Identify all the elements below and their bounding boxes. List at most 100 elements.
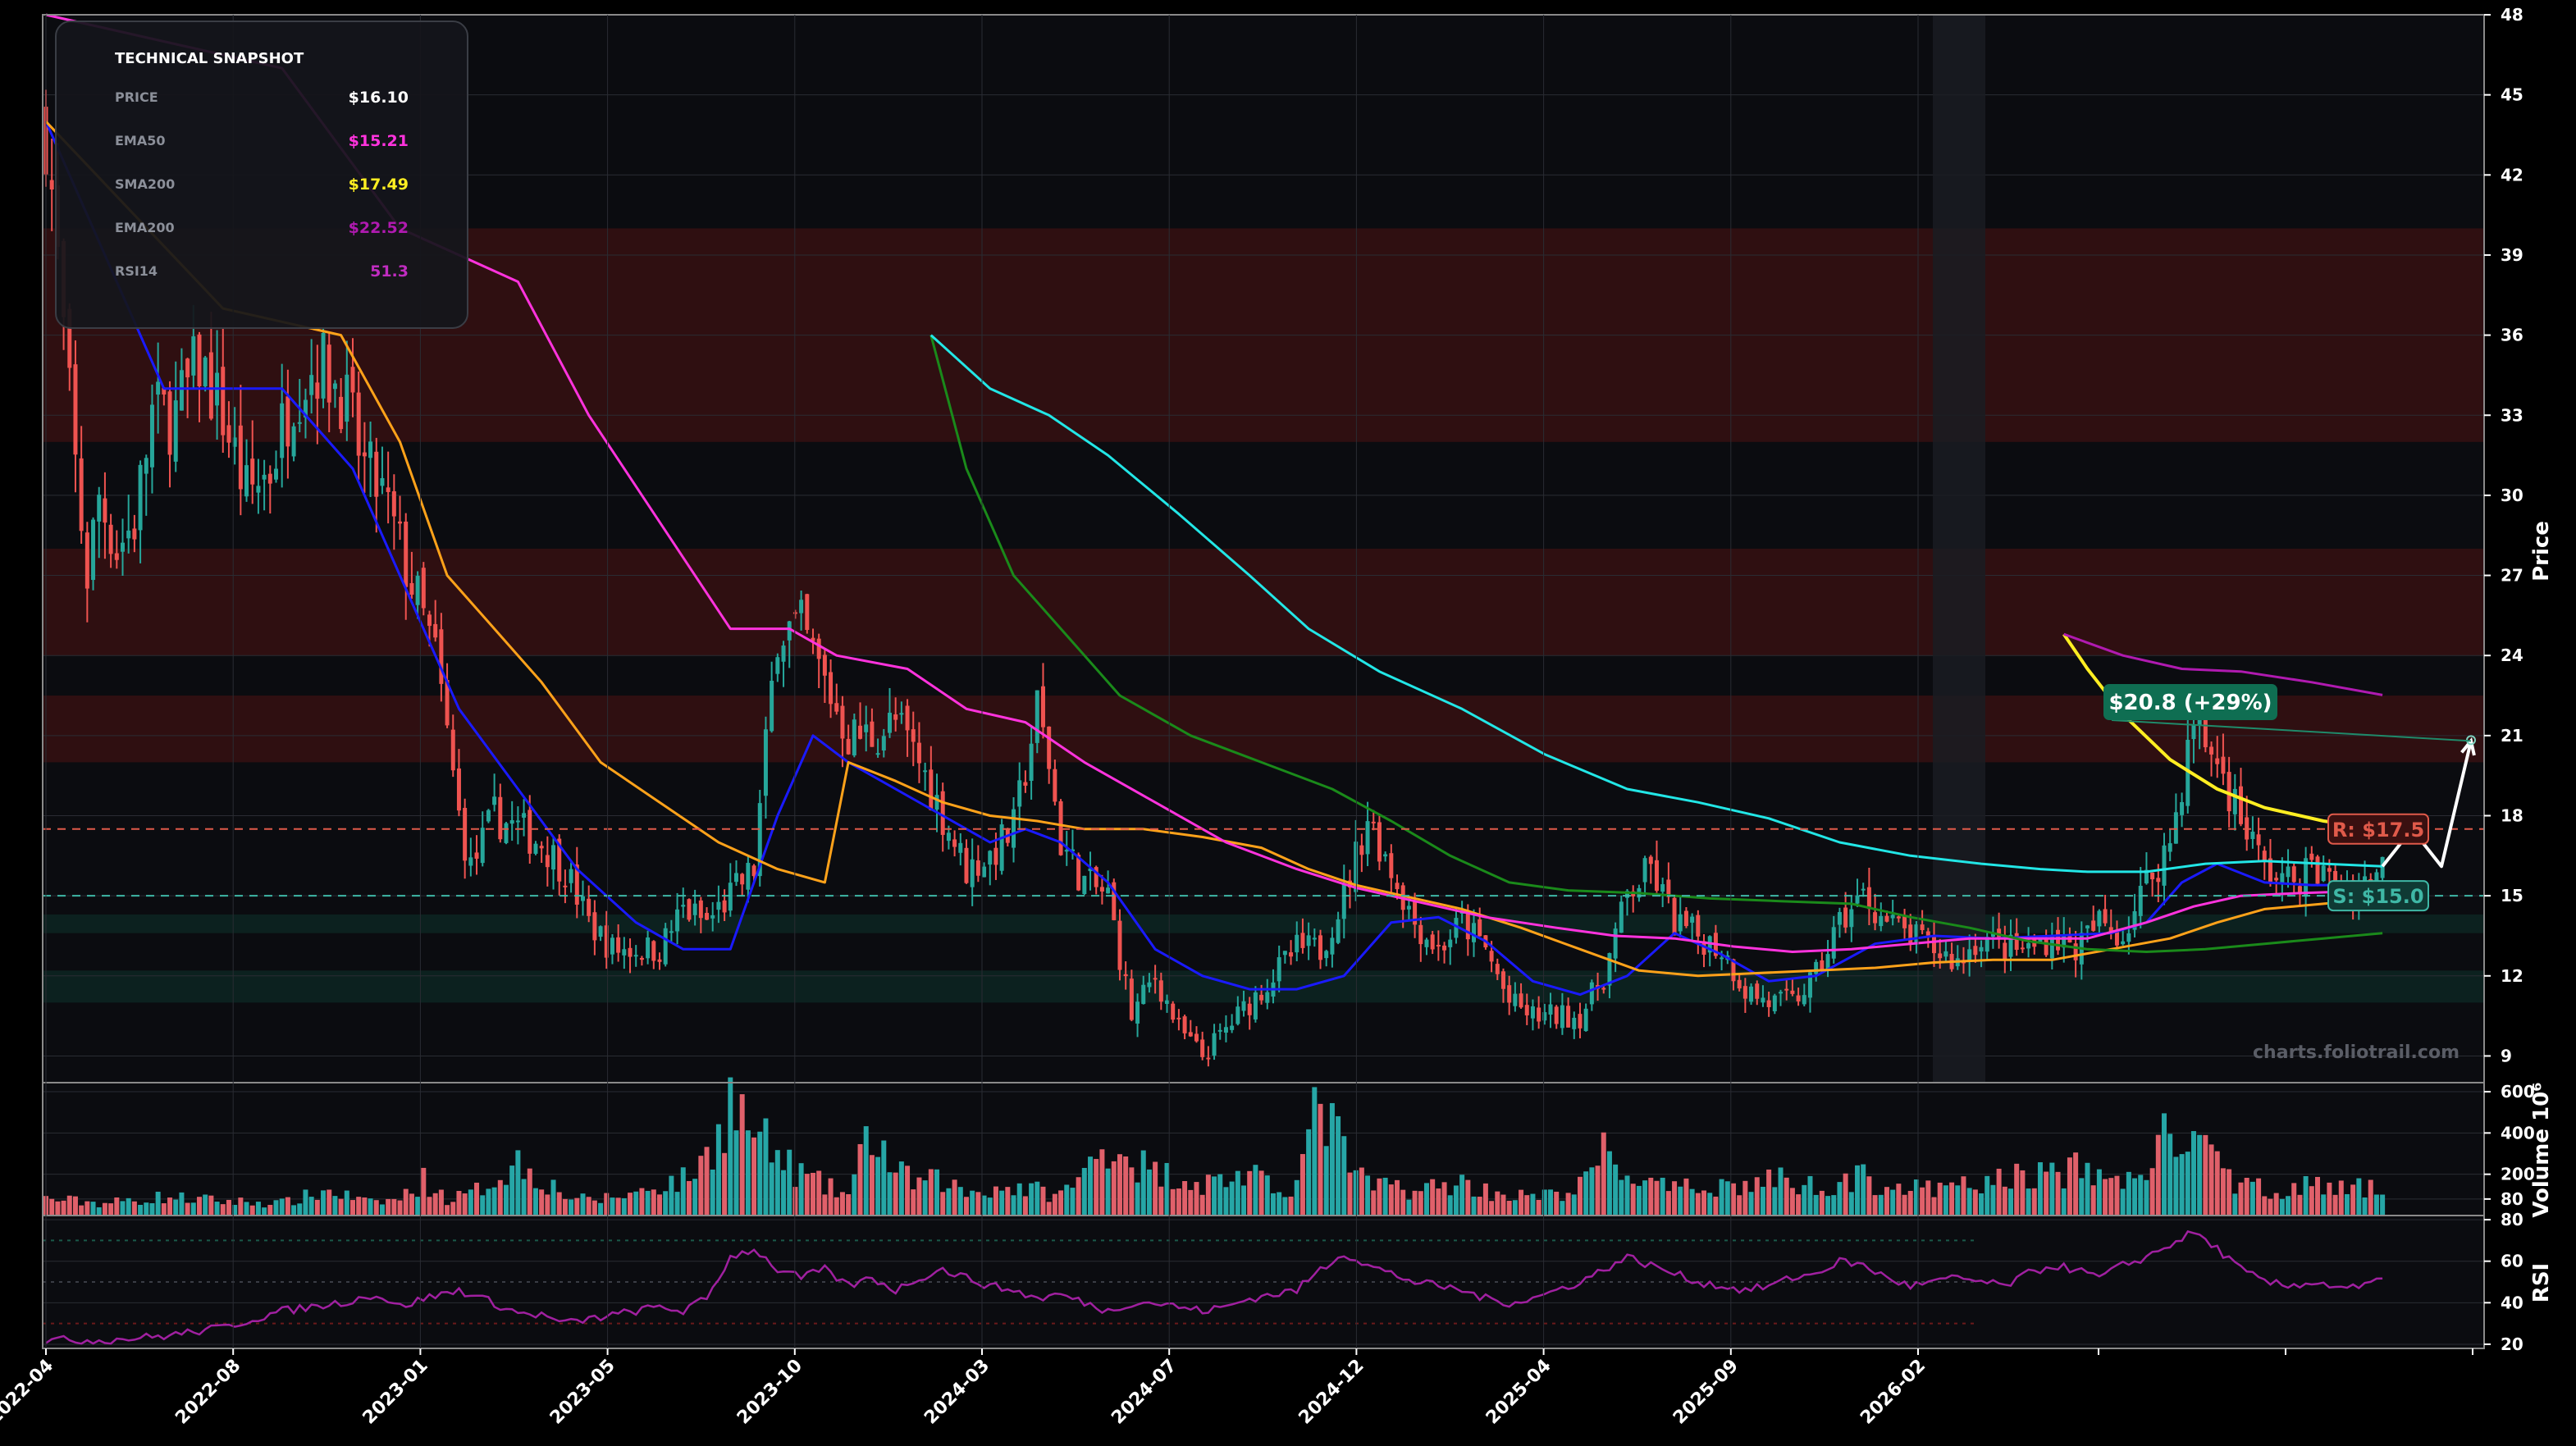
candle-body [1873, 912, 1878, 924]
volume-bar [515, 1150, 521, 1216]
candle-body [1589, 982, 1594, 1005]
volume-bar [1329, 1102, 1335, 1216]
candle-body [1436, 944, 1441, 947]
volume-bar [491, 1187, 497, 1216]
volume-bar [2303, 1175, 2309, 1216]
volume-bar [368, 1198, 373, 1216]
candle-body [870, 721, 875, 747]
candle-body [504, 823, 509, 843]
candle-body [864, 724, 869, 732]
volume-bar [1913, 1179, 1919, 1216]
candle-body [356, 392, 361, 456]
volume-bar [427, 1197, 432, 1216]
volume-bar [586, 1197, 591, 1216]
volume-bar [1371, 1190, 1377, 1216]
volume-bar [2327, 1182, 2332, 1216]
candle-body [1720, 957, 1724, 960]
projection-line [2381, 740, 2473, 869]
candle-body [1418, 924, 1423, 945]
candle-body [2268, 858, 2272, 883]
volume-bar [1565, 1193, 1571, 1216]
volume-bar [875, 1156, 881, 1216]
candle-body [858, 725, 863, 739]
snapshot-value-sma200: $17.49 [349, 176, 409, 194]
candle-body [2274, 878, 2279, 881]
candle-body [1265, 992, 1270, 1003]
volume-bar [2090, 1185, 2096, 1216]
volume-bar [2185, 1152, 2190, 1216]
candle-body [1182, 1016, 1187, 1033]
candle-body [332, 383, 337, 390]
candle-body [1902, 915, 1907, 928]
candle-body [114, 553, 119, 560]
date-tick-label: 2023-10 [733, 1356, 806, 1429]
volume-bar [1996, 1168, 2002, 1216]
candle-body [97, 495, 102, 522]
volume-bar [480, 1195, 486, 1216]
candle-body [2197, 716, 2202, 726]
volume-bar [373, 1200, 379, 1216]
candle-body [2333, 870, 2338, 887]
candle-body [1306, 935, 1311, 947]
volume-bar [1512, 1200, 1518, 1216]
candle-body [49, 180, 54, 190]
candle-body [710, 915, 715, 919]
volume-bar [90, 1202, 96, 1216]
volume-bar [633, 1191, 639, 1216]
volume-bar [456, 1191, 462, 1216]
volume-bar [445, 1205, 450, 1216]
volume-bar [297, 1203, 303, 1216]
candle-body [663, 928, 668, 965]
candle-body [958, 842, 963, 853]
volume-bar [338, 1198, 344, 1216]
volume-bar [1713, 1196, 1719, 1216]
candle-body [1925, 931, 1930, 936]
volume-bar [474, 1182, 480, 1216]
volume-bar [1678, 1186, 1683, 1216]
volume-bar [2373, 1194, 2379, 1216]
candle-body [1053, 769, 1057, 802]
volume-bar [1536, 1199, 1541, 1216]
candle-body [2209, 746, 2214, 755]
volume-bar [267, 1205, 273, 1216]
volume-bar [745, 1130, 751, 1216]
ma-line-sma200 [2062, 633, 2383, 832]
volume-bar [321, 1190, 327, 1216]
candle-body [587, 898, 591, 916]
candle-body [226, 425, 231, 443]
candle-body [1943, 951, 1948, 957]
volume-bar [397, 1200, 403, 1216]
candle-body [881, 736, 886, 750]
candle-body [805, 594, 810, 631]
price-axis-title: Price [2529, 521, 2554, 582]
volume-bar [2368, 1179, 2373, 1216]
candle-body [1572, 1017, 1577, 1029]
candle-body [2150, 872, 2155, 880]
forecast-shade [1933, 15, 1985, 1083]
candlestick-series [43, 89, 2385, 1067]
volume-bar [1985, 1175, 1990, 1216]
resistance-zone [43, 549, 2484, 656]
candle-body [651, 941, 656, 961]
rsi-tick-label: 40 [2501, 1293, 2523, 1312]
volume-bar [1412, 1190, 1418, 1216]
volume-bar [84, 1201, 90, 1216]
candle-body [84, 532, 89, 589]
volume-bar [149, 1202, 155, 1216]
candle-body [1619, 901, 1624, 933]
volume-bar [303, 1189, 308, 1216]
date-tick-label: 2026-02 [1857, 1356, 1930, 1429]
volume-bar [356, 1197, 362, 1216]
volume-bar [438, 1189, 444, 1216]
target-box [2103, 684, 2277, 720]
candle-body [1642, 858, 1647, 883]
candle-body [1354, 842, 1359, 892]
volume-bar [1029, 1183, 1035, 1216]
candle-body [1289, 952, 1294, 957]
candle-body [775, 657, 780, 674]
candle-body [799, 600, 804, 614]
price-tick-label: 27 [2501, 566, 2523, 586]
volume-bar [1229, 1181, 1235, 1216]
candle-body [1442, 945, 1447, 951]
